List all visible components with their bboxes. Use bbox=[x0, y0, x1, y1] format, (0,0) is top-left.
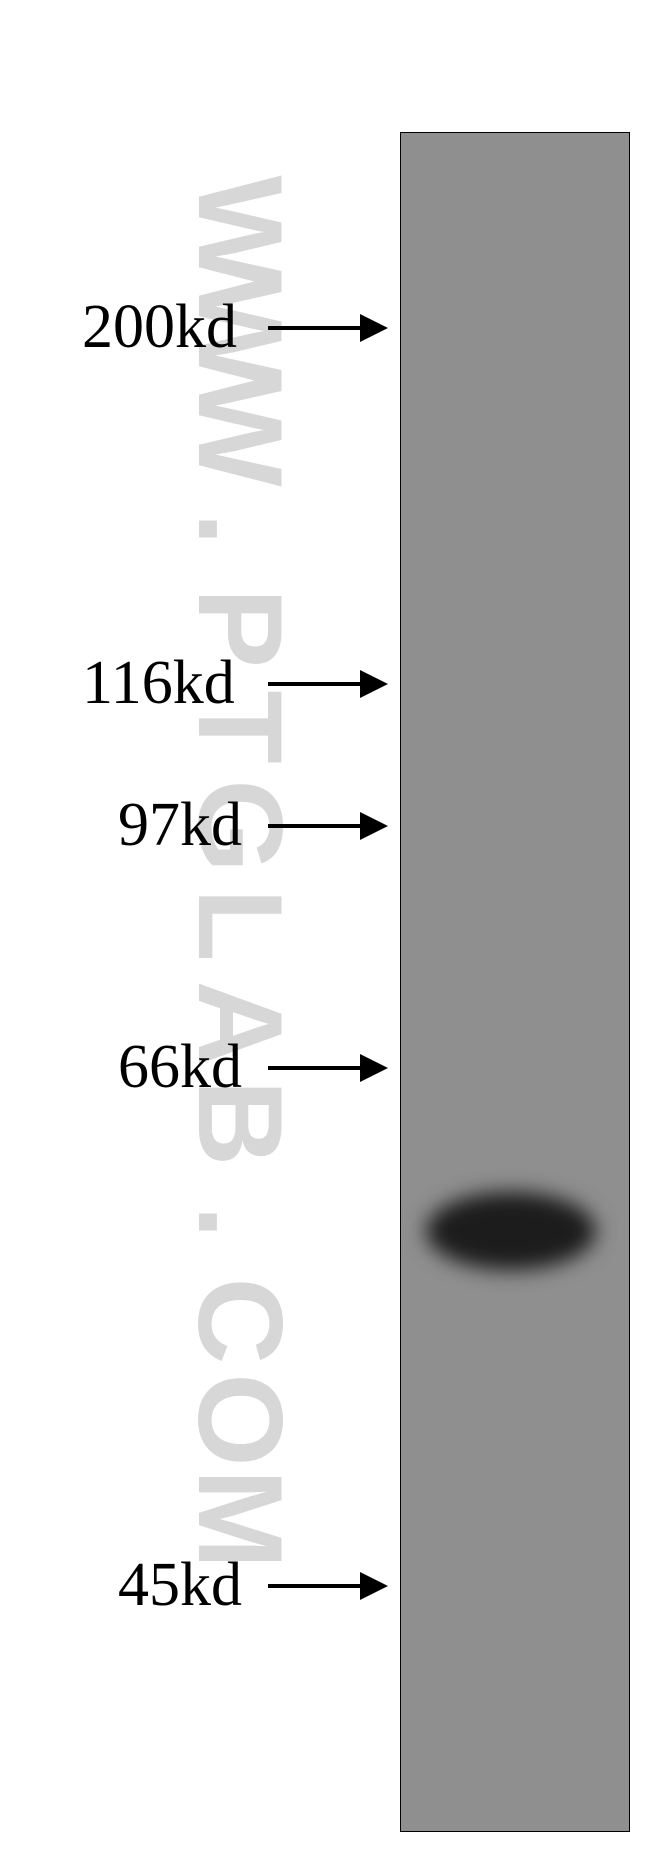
marker-row: 200kd bbox=[0, 297, 400, 359]
gel-lane bbox=[400, 132, 630, 1832]
protein-band bbox=[426, 1192, 596, 1270]
arrow-right-icon bbox=[268, 1053, 388, 1083]
arrow-right-icon bbox=[268, 313, 388, 343]
arrow-right-icon bbox=[268, 669, 388, 699]
marker-label: 116kd bbox=[82, 652, 235, 714]
blot-canvas: WWW.PTGLAB.COM 200kd116kd97kd66kd45kd bbox=[0, 0, 650, 1855]
watermark-char: . bbox=[171, 1205, 309, 1238]
arrow-right-icon bbox=[268, 811, 388, 841]
marker-row: 97kd bbox=[0, 795, 400, 857]
marker-row: 116kd bbox=[0, 653, 400, 715]
marker-label: 45kd bbox=[118, 1554, 242, 1616]
watermark-char: O bbox=[171, 1373, 309, 1466]
watermark-char: L bbox=[171, 888, 309, 961]
arrow-right-icon bbox=[268, 1571, 388, 1601]
marker-row: 45kd bbox=[0, 1555, 400, 1617]
marker-row: 66kd bbox=[0, 1037, 400, 1099]
watermark-char: W bbox=[171, 373, 309, 486]
watermark-char: W bbox=[171, 175, 309, 288]
watermark-char: . bbox=[171, 512, 309, 545]
marker-label: 97kd bbox=[118, 794, 242, 856]
marker-label: 66kd bbox=[118, 1036, 242, 1098]
watermark-char: C bbox=[171, 1277, 309, 1364]
marker-label: 200kd bbox=[82, 296, 237, 358]
